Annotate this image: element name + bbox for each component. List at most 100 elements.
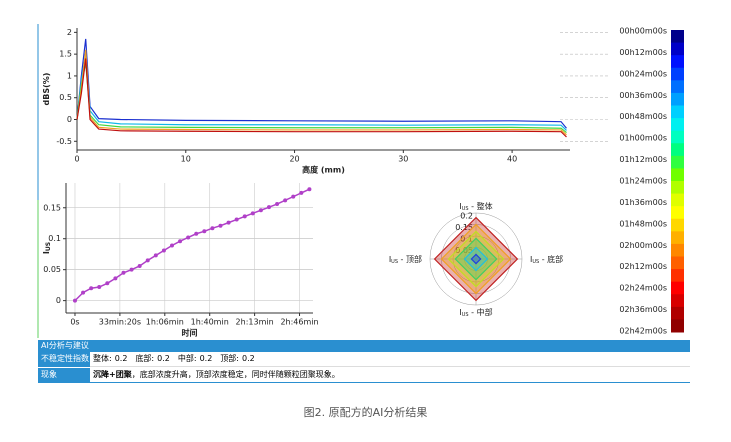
radar-series bbox=[433, 216, 519, 302]
radar-axis-label: IUS - 顶部 bbox=[389, 254, 422, 265]
y-tick-label: 0.15 bbox=[43, 203, 61, 212]
marker bbox=[161, 248, 166, 253]
colorbar-label: 00h24m00s bbox=[619, 69, 667, 78]
radar-series bbox=[447, 230, 505, 288]
colorbar-cell bbox=[671, 306, 684, 320]
marker bbox=[307, 187, 312, 192]
colorbar-cell bbox=[671, 269, 684, 283]
line bbox=[76, 49, 567, 136]
colorbar-label: 01h12m00s bbox=[619, 155, 667, 164]
colorbar-label: 00h48m00s bbox=[619, 112, 667, 121]
x-tick-label: 30 bbox=[398, 155, 408, 164]
line bbox=[76, 58, 567, 138]
marker bbox=[178, 239, 183, 244]
highlight: 沉降+团聚 bbox=[93, 370, 132, 379]
caption: 图2. 原配方的AI分析结果 bbox=[303, 406, 428, 419]
marker bbox=[283, 198, 288, 203]
marker bbox=[242, 214, 247, 219]
index-value: 0.2 bbox=[157, 354, 170, 363]
marker bbox=[266, 205, 271, 210]
marker bbox=[129, 267, 134, 272]
marker bbox=[226, 220, 231, 225]
colorbar-cell bbox=[671, 206, 684, 220]
marker bbox=[299, 190, 304, 195]
marker bbox=[218, 223, 223, 228]
row-value: 沉降+团聚，底部浓度升高，顶部浓度稳定，同时伴随颗粒团聚现象。 bbox=[90, 368, 690, 383]
index-value: 0.2 bbox=[242, 354, 255, 363]
label-main: I bbox=[459, 202, 461, 211]
radar-series bbox=[470, 253, 482, 265]
marker bbox=[153, 253, 158, 258]
line bbox=[74, 188, 310, 302]
y-tick-label: 1.5 bbox=[59, 50, 72, 59]
colorbar-cell bbox=[671, 168, 684, 182]
colorbar-cell bbox=[671, 80, 684, 94]
y-axis-label: IUS bbox=[42, 242, 52, 254]
index-name: 底部: bbox=[135, 354, 155, 363]
y-axis-label: dBS(%) bbox=[42, 73, 51, 106]
radar-series bbox=[454, 237, 498, 281]
colorbar-cell bbox=[671, 281, 684, 295]
x-tick-label: 40 bbox=[507, 155, 517, 164]
colorbar-label: 02h42m00s bbox=[619, 327, 667, 336]
text: ，底部浓度升高，顶部浓度稳定，同时伴随颗粒团聚现象。 bbox=[131, 370, 340, 379]
label-text: - 底部 bbox=[539, 254, 563, 264]
radar-series bbox=[463, 246, 489, 272]
label-sub: US bbox=[391, 259, 398, 265]
colorbar-label: 01h00m00s bbox=[619, 134, 667, 143]
colorbar-cell bbox=[671, 105, 684, 119]
line bbox=[76, 38, 567, 129]
index-name: 顶部: bbox=[220, 354, 240, 363]
index-value: 0.2 bbox=[114, 354, 128, 363]
radar-axis-label: IUS - 底部 bbox=[530, 254, 563, 265]
marker bbox=[250, 211, 255, 216]
x-axis-label: 时间 bbox=[182, 328, 198, 338]
y-tick-label: 0.05 bbox=[43, 265, 61, 274]
x-tick-label: 0s bbox=[70, 318, 79, 327]
x-tick-label: 1h:06min bbox=[146, 318, 184, 327]
marker bbox=[275, 202, 280, 207]
row-value: 整体: 0.2 底部: 0.2 中部: 0.2 顶部: 0.2 bbox=[90, 352, 690, 367]
r-tick-label: 0.1 bbox=[460, 235, 473, 244]
colorbar-cell bbox=[671, 181, 684, 195]
label-sub: US bbox=[462, 206, 469, 212]
y-tick-label: -0.5 bbox=[56, 137, 72, 146]
marker bbox=[169, 243, 174, 248]
y-axis-label-sub: US bbox=[45, 242, 52, 251]
colorbar-label: 02h36m00s bbox=[619, 305, 667, 314]
colorbar-cell bbox=[671, 231, 684, 245]
label-main: I bbox=[459, 308, 461, 317]
x-tick-label: 1h:40min bbox=[191, 318, 229, 327]
x-axis-label: 高度 (mm) bbox=[302, 165, 345, 175]
marker bbox=[258, 208, 263, 213]
marker bbox=[137, 263, 142, 268]
row-label: 现象 bbox=[38, 368, 90, 383]
line bbox=[76, 62, 567, 134]
r-tick-label: 0.2 bbox=[460, 212, 473, 221]
colorbar-cell bbox=[671, 67, 684, 81]
index-name: 整体: bbox=[93, 354, 112, 363]
colorbar-label: 02h24m00s bbox=[619, 284, 667, 293]
colorbar-cell bbox=[671, 218, 684, 232]
colorbar-cell bbox=[671, 92, 684, 106]
index-name: 中部: bbox=[177, 354, 197, 363]
colorbar-cell bbox=[671, 319, 684, 333]
marker bbox=[72, 298, 77, 303]
y-tick-label: 2 bbox=[67, 28, 72, 37]
colorbar-cell bbox=[671, 256, 684, 270]
colorbar-label: 00h36m00s bbox=[619, 91, 667, 100]
label-sub: US bbox=[462, 312, 469, 318]
marker bbox=[291, 194, 296, 199]
x-tick-label: 10 bbox=[181, 155, 191, 164]
x-tick-label: 2h:46min bbox=[280, 318, 318, 327]
colorbar-cell bbox=[671, 243, 684, 257]
marker bbox=[194, 231, 199, 236]
y-tick-label: 0 bbox=[67, 115, 72, 124]
y-tick-label: 0.5 bbox=[59, 93, 72, 102]
marker bbox=[145, 258, 150, 263]
colorbar-cell bbox=[671, 42, 684, 56]
label-text: - 顶部 bbox=[398, 254, 422, 264]
marker bbox=[105, 281, 110, 286]
colorbar-cell bbox=[671, 155, 684, 169]
